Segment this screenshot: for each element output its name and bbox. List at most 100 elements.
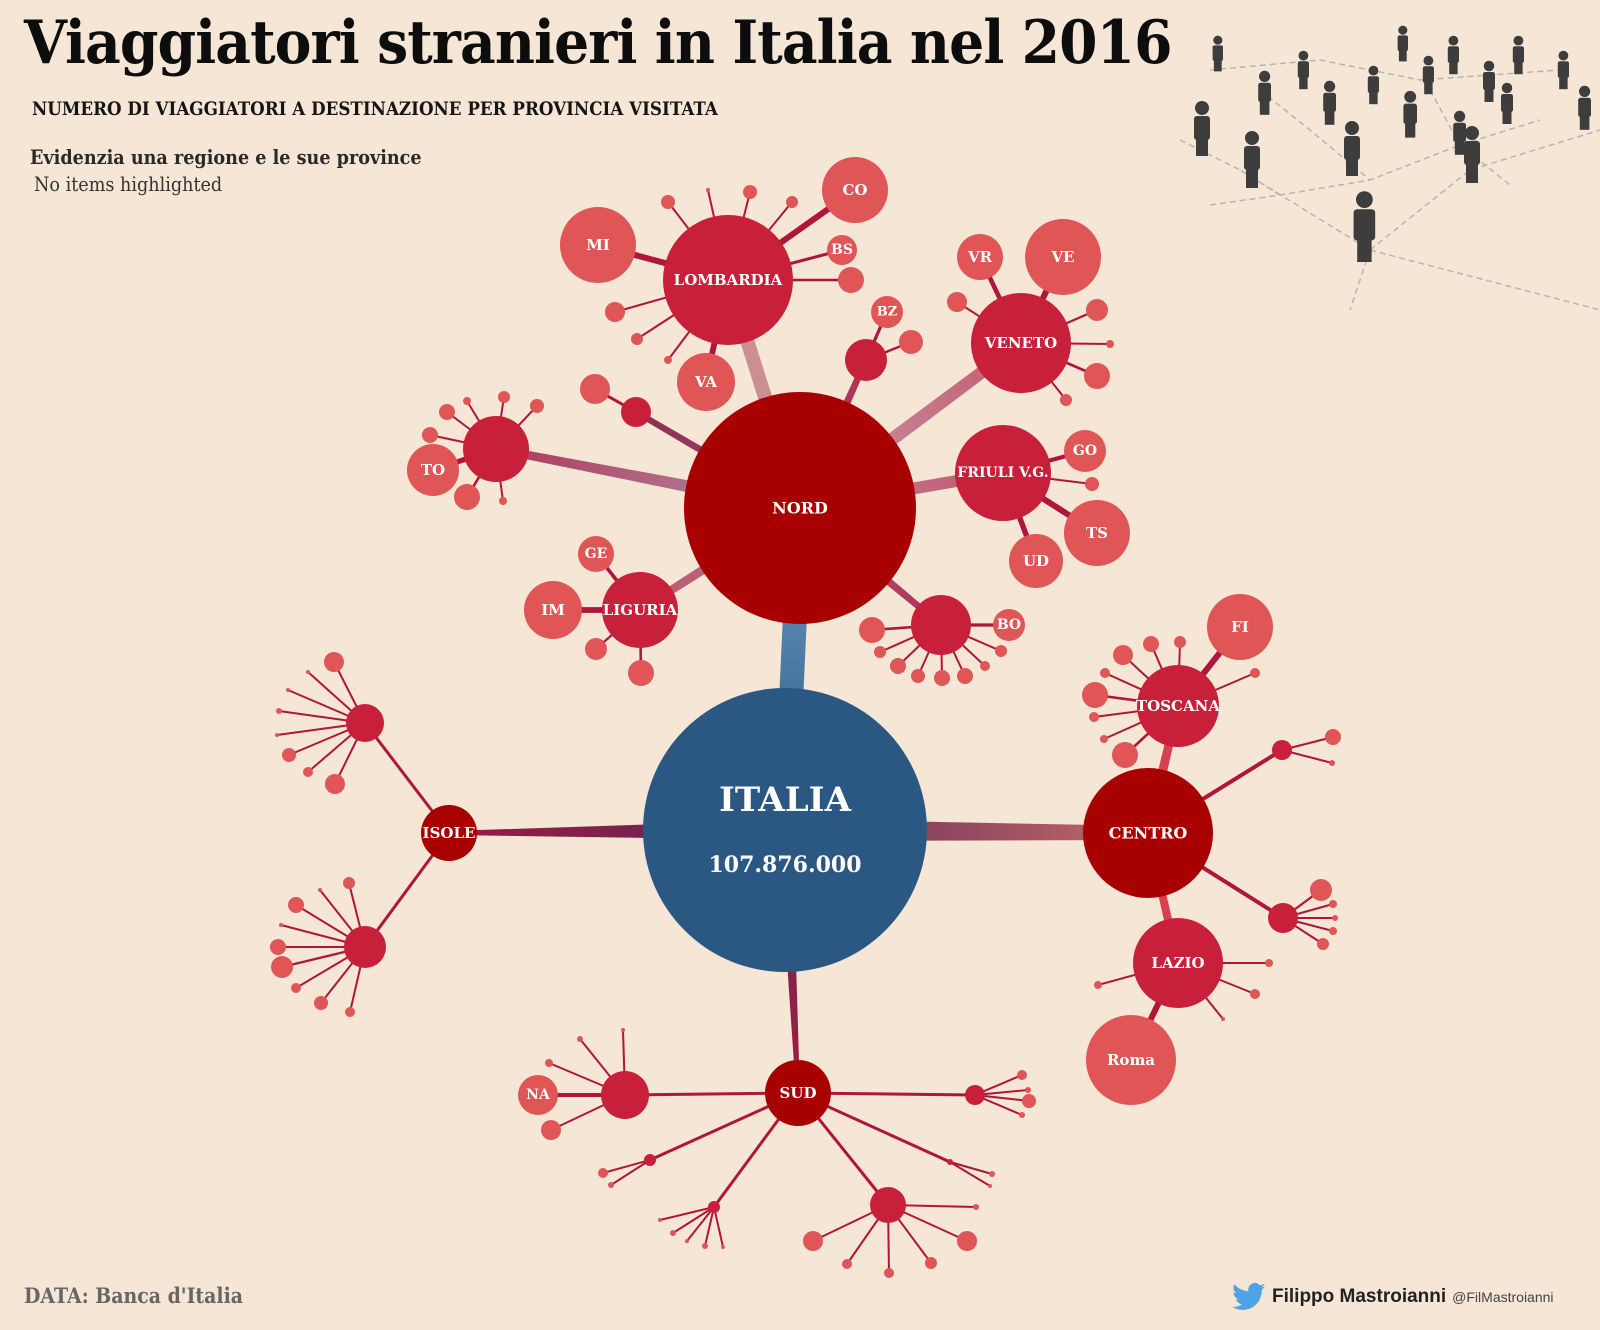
node-va[interactable]: VA [677,353,735,411]
node-bs[interactable]: BS [827,235,857,265]
node-mo1[interactable] [989,1171,995,1177]
node-lazio[interactable]: LAZIO [1133,918,1223,1008]
node-si8[interactable] [325,774,345,794]
node-mo2[interactable] [988,1184,992,1188]
node-lo2[interactable] [661,195,675,209]
node-emilia[interactable] [911,595,971,655]
node-ba3[interactable] [1022,1094,1036,1108]
node-si4[interactable] [276,708,282,714]
node-friuli[interactable]: FRIULI V.G. [955,425,1051,521]
node-tc5[interactable] [1082,682,1108,708]
node-si5[interactable] [275,733,279,737]
node-um5[interactable] [1317,938,1329,950]
author-credit[interactable]: Filippo Mastroianni @FilMastroianni [1232,1283,1554,1311]
node-cl2[interactable] [670,1230,676,1236]
node-puglia[interactable] [870,1187,906,1223]
node-um2[interactable] [1329,900,1337,908]
node-lombardia[interactable]: LOMBARDIA [663,215,793,345]
node-um4[interactable] [1329,927,1337,935]
node-pu4[interactable] [884,1268,894,1278]
node-bz[interactable]: BZ [871,296,903,328]
node-em2[interactable] [874,646,886,658]
node-marche[interactable] [1272,740,1292,760]
node-tc7[interactable] [1100,735,1108,743]
node-vda1[interactable] [580,374,610,404]
node-pi2[interactable] [439,404,455,420]
node-pi4[interactable] [498,391,510,403]
node-vr[interactable]: VR [957,234,1003,280]
node-em1[interactable] [859,617,885,643]
node-ba4[interactable] [1019,1112,1025,1118]
node-pu1[interactable] [803,1231,823,1251]
node-ba2[interactable] [1025,1087,1031,1093]
node-to[interactable]: TO [407,444,459,496]
node-calabria[interactable] [708,1201,720,1213]
node-ts[interactable]: TS [1064,500,1130,566]
node-li2[interactable] [628,660,654,686]
node-lz1[interactable] [1265,959,1273,967]
node-cl5[interactable] [721,1245,725,1249]
node-trentino[interactable] [845,339,887,381]
node-tc9[interactable] [1250,668,1260,678]
node-cl1[interactable] [658,1218,662,1222]
node-lo4[interactable] [743,185,757,199]
highlight-filter-value[interactable]: No items highlighted [34,172,223,196]
node-centro[interactable]: CENTRO [1083,768,1213,898]
node-ab2[interactable] [608,1182,614,1188]
node-pu3[interactable] [842,1259,852,1269]
node-em6[interactable] [957,668,973,684]
node-ca2[interactable] [545,1059,553,1067]
node-liguria[interactable]: LIGURIA [602,572,678,648]
node-pi1[interactable] [422,427,438,443]
node-abruzzo[interactable] [644,1154,656,1166]
node-tc6[interactable] [1089,712,1099,722]
node-piemonte[interactable] [463,416,529,482]
node-si7[interactable] [303,767,313,777]
node-pu5[interactable] [925,1257,937,1269]
node-sud[interactable]: SUD [765,1060,831,1126]
node-ca1[interactable] [541,1120,561,1140]
node-tn[interactable] [899,330,923,354]
node-bo[interactable]: BO [993,609,1025,641]
node-veneto[interactable]: VENETO [971,293,1071,393]
node-ud[interactable]: UD [1009,534,1063,588]
node-tc3[interactable] [1174,636,1186,648]
node-lz4[interactable] [1094,981,1102,989]
node-sicilia[interactable] [346,704,384,742]
node-na[interactable]: NA [518,1075,558,1115]
node-pu6[interactable] [973,1204,979,1210]
node-mi[interactable]: MI [560,207,636,283]
node-ma2[interactable] [1329,760,1335,766]
node-em7[interactable] [980,661,990,671]
node-sa7[interactable] [291,983,301,993]
node-ca4[interactable] [621,1028,625,1032]
node-sa2[interactable] [318,888,322,892]
node-lz3[interactable] [1221,1017,1225,1021]
node-nord[interactable]: NORD [684,392,916,624]
node-ab1[interactable] [598,1168,608,1178]
node-basilicata[interactable] [965,1085,985,1105]
node-ve3[interactable] [1106,340,1114,348]
node-um1[interactable] [1310,879,1332,901]
node-sardegna[interactable] [344,926,386,968]
node-pi3[interactable] [463,397,471,405]
node-tc2[interactable] [1143,636,1159,652]
node-si1[interactable] [324,652,344,672]
node-go[interactable]: GO [1064,430,1106,472]
node-fi[interactable]: FI [1207,594,1273,660]
node-sa8[interactable] [314,996,328,1010]
node-ba1[interactable] [1017,1070,1027,1080]
node-um3[interactable] [1332,915,1338,921]
node-fr1[interactable] [1085,477,1099,491]
node-pu2[interactable] [957,1231,977,1251]
node-co[interactable]: CO [822,157,888,223]
node-tc8[interactable] [1112,742,1138,768]
node-si3[interactable] [286,688,290,692]
node-sa1[interactable] [343,877,355,889]
node-vda[interactable] [621,397,651,427]
node-lo1[interactable] [838,267,864,293]
node-isole[interactable]: ISOLE [421,805,477,861]
node-molise[interactable] [947,1159,953,1165]
node-cl4[interactable] [702,1243,708,1249]
